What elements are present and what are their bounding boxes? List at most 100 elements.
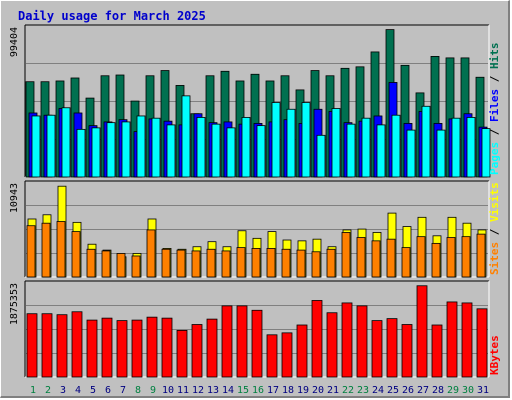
kbytes-bar [86, 319, 98, 378]
day-label: 18 [282, 385, 294, 396]
legend-sep: / [488, 222, 501, 242]
kbytes-bar [146, 316, 158, 378]
kbytes-bar [176, 329, 188, 378]
pages-bar [421, 105, 431, 178]
day-label: 30 [462, 385, 474, 396]
pages-bar [436, 129, 446, 178]
pages-bar [256, 125, 266, 178]
pages-bar [211, 123, 221, 178]
sites-bar [221, 250, 231, 278]
visits-side-label: Sites / Visits [488, 182, 501, 275]
visits-panel: 10943 Sites / Visits [9, 180, 501, 278]
kbytes-bar [251, 309, 263, 378]
kbytes-bar [206, 318, 218, 378]
day-label: 26 [402, 385, 414, 396]
legend-files: Files [488, 89, 501, 122]
sites-bar [101, 250, 111, 278]
day-label: 8 [135, 385, 141, 396]
pages-bar [301, 102, 311, 178]
sites-bar [56, 221, 66, 278]
legend-sites: Sites [488, 242, 501, 275]
pages-bar [121, 121, 131, 178]
day-label: 6 [105, 385, 111, 396]
day-label: 12 [192, 385, 204, 396]
sites-bar [431, 242, 441, 278]
sites-bar [311, 251, 321, 278]
day-label: 21 [327, 385, 339, 396]
kbytes-bar [191, 324, 203, 378]
kbytes-bar [71, 311, 83, 378]
hits-side-label: Pages / Files / Hits [488, 43, 501, 176]
pages-bar [46, 114, 56, 178]
hits-panel: 99404 Pages / Files / Hits [9, 24, 501, 178]
pages-bar [61, 107, 71, 178]
sites-bar [236, 247, 246, 278]
day-label: 25 [387, 385, 399, 396]
sites-bar [116, 253, 126, 278]
sites-bar [71, 231, 81, 278]
day-label: 17 [267, 385, 279, 396]
sites-bar [401, 247, 411, 278]
sites-bar [326, 248, 336, 278]
day-label: 4 [75, 385, 81, 396]
pages-bar [451, 117, 461, 178]
pages-bar [196, 117, 206, 178]
kbytes-bar [476, 308, 488, 378]
kbytes-bar [311, 300, 323, 378]
sites-bar [251, 248, 261, 278]
day-label: 23 [357, 385, 369, 396]
day-label: 15 [237, 385, 249, 396]
sites-bar [86, 248, 96, 278]
chart-title: Daily usage for March 2025 [18, 9, 206, 23]
pages-bar [166, 124, 176, 178]
sites-bar [146, 229, 156, 278]
kbytes-bar [281, 332, 293, 378]
pages-bar [151, 117, 161, 178]
sites-bar [386, 238, 396, 278]
pages-bar [91, 127, 101, 178]
legend-sep: / [488, 122, 501, 142]
day-label: 10 [162, 385, 174, 396]
sites-bar [41, 222, 51, 278]
kbytes-bar [326, 312, 338, 378]
sites-bar [356, 237, 366, 278]
sites-bar [461, 236, 471, 278]
day-label: 2 [45, 385, 51, 396]
day-label: 20 [312, 385, 324, 396]
pages-bar [286, 108, 296, 178]
kbytes-side-label: KBytes [488, 335, 501, 375]
kbytes-bar [266, 334, 278, 378]
day-label: 3 [60, 385, 66, 396]
kbytes-ymax-label: 1875353 [9, 283, 20, 325]
day-label: 31 [477, 385, 489, 396]
pages-bar [181, 95, 191, 178]
kbytes-bar [416, 285, 428, 378]
sites-bar [281, 248, 291, 278]
kbytes-bar [296, 324, 308, 378]
kbytes-bar [26, 313, 38, 378]
sites-bar [191, 250, 201, 278]
kbytes-bar [116, 320, 128, 378]
kbytes-bar [401, 324, 413, 378]
pages-bar [241, 117, 251, 178]
kbytes-bar [131, 319, 143, 378]
day-label: 9 [150, 385, 156, 396]
pages-bar [76, 128, 86, 178]
kbytes-bar [461, 302, 473, 378]
day-label: 1 [30, 385, 36, 396]
kbytes-bar [431, 324, 443, 378]
pages-bar [106, 122, 116, 178]
kbytes-bar [356, 305, 368, 378]
day-label: 24 [372, 385, 384, 396]
pages-bar [316, 134, 326, 178]
legend-pages: Pages [488, 142, 501, 175]
hits-ymax-label: 99404 [9, 27, 20, 57]
day-label: 7 [120, 385, 126, 396]
day-axis: 1 2 3 4 5 6 7 8 9 10 11 12 13 14 15 16 17 18 19 20 21 22 23 24 2… [30, 385, 489, 396]
pages-bar [31, 115, 41, 178]
sites-bar [371, 240, 381, 278]
day-label: 5 [90, 385, 96, 396]
pages-bar [271, 102, 281, 178]
visits-ymax-label: 10943 [9, 183, 20, 213]
sites-bar [476, 233, 486, 278]
